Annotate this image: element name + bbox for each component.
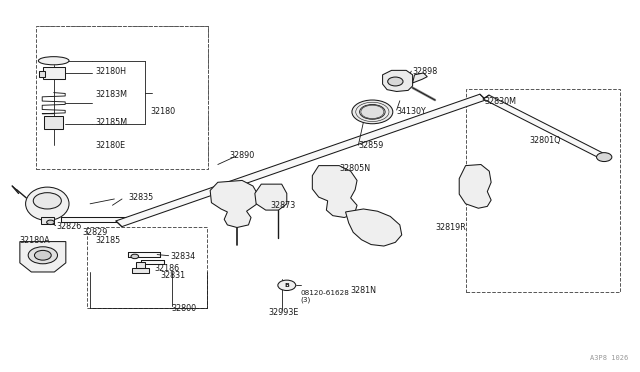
Text: 32801Q: 32801Q: [529, 136, 561, 145]
Text: 32180H: 32180H: [95, 67, 126, 76]
Polygon shape: [141, 260, 164, 264]
Text: 32834: 32834: [170, 252, 195, 261]
Ellipse shape: [26, 187, 69, 221]
Polygon shape: [255, 184, 287, 210]
Circle shape: [33, 193, 61, 209]
Text: A3P8 1026: A3P8 1026: [589, 355, 628, 361]
Polygon shape: [383, 70, 413, 92]
Circle shape: [131, 254, 139, 259]
Bar: [44, 67, 65, 78]
Polygon shape: [61, 217, 127, 222]
Text: 32835: 32835: [129, 193, 154, 202]
Text: 32993E: 32993E: [269, 308, 300, 317]
Text: B: B: [284, 283, 289, 288]
Polygon shape: [116, 94, 486, 227]
Circle shape: [596, 153, 612, 161]
Polygon shape: [460, 164, 491, 208]
Circle shape: [28, 247, 58, 264]
Bar: [132, 268, 150, 273]
Polygon shape: [312, 166, 357, 218]
Circle shape: [35, 250, 51, 260]
Polygon shape: [129, 252, 161, 257]
Circle shape: [388, 77, 403, 86]
Text: 32185: 32185: [95, 236, 120, 246]
Text: 32890: 32890: [229, 151, 255, 160]
Text: 32898: 32898: [413, 67, 438, 76]
Polygon shape: [346, 209, 402, 246]
Text: 32830M: 32830M: [484, 97, 516, 106]
Text: 32180E: 32180E: [95, 141, 125, 151]
Text: 32185M: 32185M: [95, 118, 127, 127]
Circle shape: [278, 280, 296, 291]
Text: 32831: 32831: [161, 271, 186, 280]
Text: 32819R: 32819R: [435, 223, 466, 232]
Polygon shape: [20, 241, 66, 272]
Text: 32180A: 32180A: [20, 236, 51, 246]
Text: 08120-61628
(3): 08120-61628 (3): [301, 290, 349, 303]
Polygon shape: [210, 180, 259, 228]
Polygon shape: [413, 73, 428, 83]
Text: 32829: 32829: [83, 228, 108, 237]
Text: 32826: 32826: [57, 222, 82, 231]
Ellipse shape: [38, 57, 69, 65]
Text: 32873: 32873: [270, 201, 296, 210]
Circle shape: [360, 105, 385, 119]
Text: 32180: 32180: [151, 108, 176, 116]
Bar: [136, 262, 145, 268]
Polygon shape: [483, 95, 607, 159]
Bar: [41, 217, 54, 224]
Text: 32805N: 32805N: [339, 164, 371, 173]
Text: 32800: 32800: [172, 304, 197, 313]
Text: 32183M: 32183M: [95, 90, 127, 99]
Circle shape: [352, 100, 393, 124]
Text: 34130Y: 34130Y: [397, 108, 426, 116]
Text: 32859: 32859: [358, 141, 384, 151]
Bar: [39, 71, 45, 77]
Circle shape: [47, 220, 54, 225]
Text: 32186: 32186: [154, 264, 179, 273]
Bar: [44, 116, 63, 129]
Text: 3281N: 3281N: [351, 286, 377, 295]
